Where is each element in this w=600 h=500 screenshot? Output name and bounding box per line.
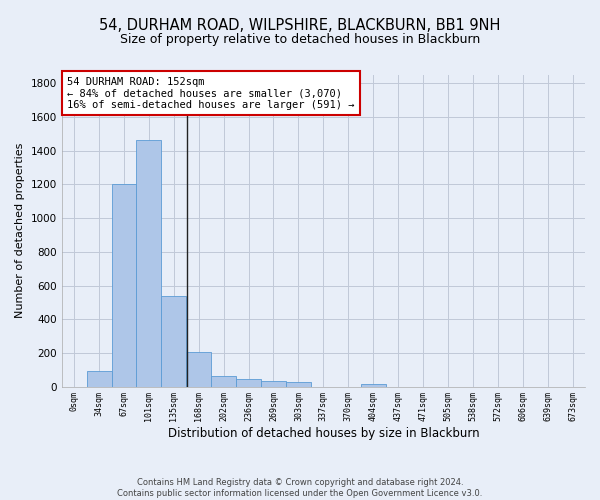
Text: 54, DURHAM ROAD, WILPSHIRE, BLACKBURN, BB1 9NH: 54, DURHAM ROAD, WILPSHIRE, BLACKBURN, B… [100, 18, 500, 32]
Bar [86, 372, 112, 386]
Bar [112, 184, 136, 386]
Bar [136, 140, 161, 386]
X-axis label: Distribution of detached houses by size in Blackburn: Distribution of detached houses by size … [167, 427, 479, 440]
Bar [361, 384, 386, 386]
Bar [161, 296, 186, 386]
Text: Size of property relative to detached houses in Blackburn: Size of property relative to detached ho… [120, 32, 480, 46]
Bar [261, 380, 286, 386]
Text: Contains HM Land Registry data © Crown copyright and database right 2024.
Contai: Contains HM Land Registry data © Crown c… [118, 478, 482, 498]
Text: 54 DURHAM ROAD: 152sqm
← 84% of detached houses are smaller (3,070)
16% of semi-: 54 DURHAM ROAD: 152sqm ← 84% of detached… [67, 76, 355, 110]
Bar [236, 379, 261, 386]
Bar [186, 352, 211, 386]
Y-axis label: Number of detached properties: Number of detached properties [15, 143, 25, 318]
Bar [286, 382, 311, 386]
Bar [211, 376, 236, 386]
